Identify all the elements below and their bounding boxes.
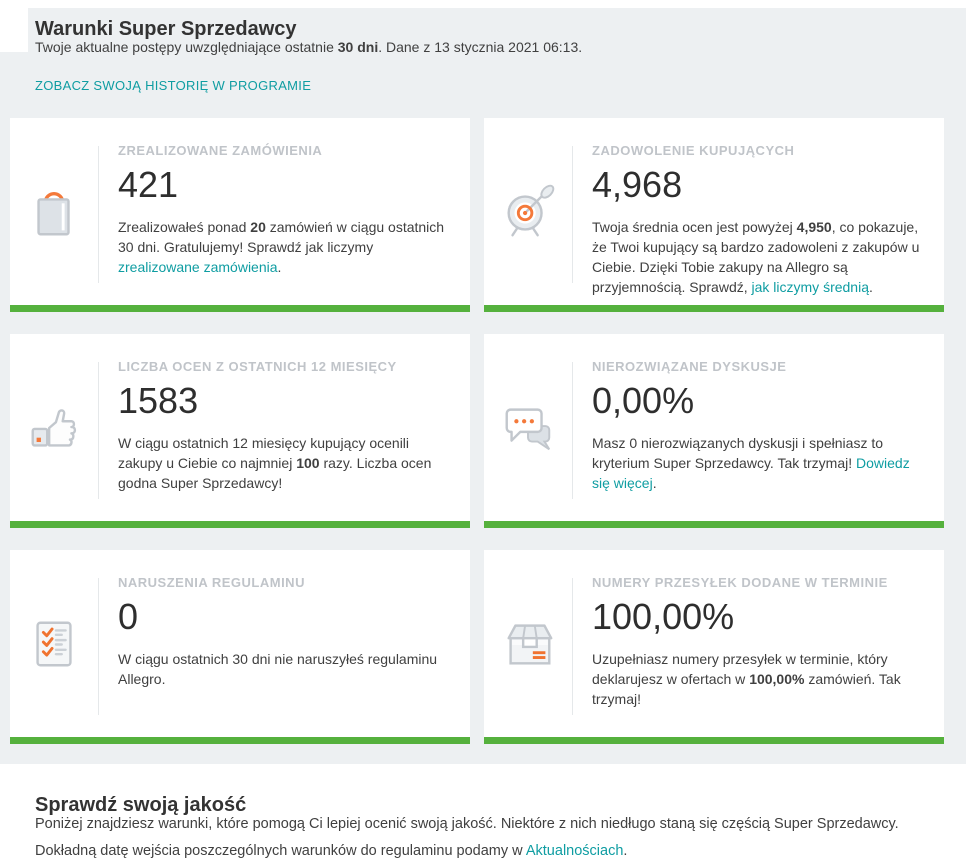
card-text: Twoja średnia ocen jest powyżej 4,950, c…: [592, 218, 920, 295]
page-title: Warunki Super Sprzedawcy: [35, 18, 297, 41]
card-divider: [98, 362, 99, 499]
card-label: LICZBA OCEN Z OSTATNICH 12 MIESIĘCY: [118, 359, 397, 374]
card-numery-przesylek: NUMERY PRZESYŁEK DODANE W TERMINIE 100,0…: [484, 550, 944, 744]
page-subtitle: Twoje aktualne postępy uwzględniające os…: [35, 39, 583, 55]
card-nierozwiazane-dyskusje: NIEROZWIĄZANE DYSKUSJE 0,00% Masz 0 nier…: [484, 334, 944, 528]
card-divider: [572, 362, 573, 499]
chat-bubbles-icon: [484, 334, 572, 521]
card-liczba-ocen: LICZBA OCEN Z OSTATNICH 12 MIESIĘCY 1583…: [10, 334, 470, 528]
card-text: Zrealizowałeś ponad 20 zamówień w ciągu …: [118, 218, 445, 275]
target-icon: [484, 118, 572, 305]
card-label: ZADOWOLENIE KUPUJĄCYCH: [592, 143, 795, 158]
card-value: 0,00%: [592, 380, 695, 421]
quality-section: Sprawdź swoją jakość Poniżej znajdziesz …: [0, 764, 973, 866]
card-divider: [572, 578, 573, 715]
card-label: ZREALIZOWANE ZAMÓWIENIA: [118, 143, 323, 158]
card-divider: [572, 146, 573, 283]
page-corner-spacer: [0, 8, 28, 52]
card-text: Masz 0 nierozwiązanych dyskusji i spełni…: [592, 434, 910, 491]
card-zrealizowane-zamowienia: ZREALIZOWANE ZAMÓWIENIA 421 Zrealizowałe…: [10, 118, 470, 312]
card-text: Uzupełniasz numery przesyłek w terminie,…: [592, 650, 901, 707]
text-link[interactable]: zrealizowane zamówienia: [118, 258, 278, 275]
card-label: NIEROZWIĄZANE DYSKUSJE: [592, 359, 787, 374]
card-value: 100,00%: [592, 596, 735, 637]
card-divider: [98, 146, 99, 283]
card-value: 0: [118, 596, 139, 637]
package-box-icon: [484, 550, 572, 737]
text-link[interactable]: jak liczymy średnią: [751, 278, 869, 295]
thumb-up-icon: [10, 334, 98, 521]
card-label: NARUSZENIA REGULAMINU: [118, 575, 305, 590]
card-naruszenia-regulaminu: NARUSZENIA REGULAMINU 0 W ciągu ostatnic…: [10, 550, 470, 744]
shopping-bag-icon: [10, 118, 98, 305]
quality-section-text: Poniżej znajdziesz warunki, które pomogą…: [35, 816, 899, 859]
card-text: W ciągu ostatnich 30 dni nie naruszyłeś …: [118, 650, 438, 687]
card-value: 1583: [118, 380, 199, 421]
text-link[interactable]: Aktualnościach: [525, 843, 624, 859]
card-text: W ciągu ostatnich 12 miesięcy kupujący o…: [118, 434, 432, 491]
metrics-grid: ZREALIZOWANE ZAMÓWIENIA 421 Zrealizowałe…: [10, 118, 944, 744]
card-divider: [98, 578, 99, 715]
quality-section-title: Sprawdź swoją jakość: [35, 793, 247, 816]
text-link[interactable]: Dowiedz się więcej: [592, 454, 910, 491]
history-link[interactable]: ZOBACZ SWOJĄ HISTORIĘ W PROGRAMIE: [35, 78, 312, 93]
card-zadowolenie-kupujacych: ZADOWOLENIE KUPUJĄCYCH 4,968 Twoja średn…: [484, 118, 944, 312]
card-value: 421: [118, 164, 179, 205]
checklist-icon: [10, 550, 98, 737]
card-value: 4,968: [592, 164, 683, 205]
card-label: NUMERY PRZESYŁEK DODANE W TERMINIE: [592, 575, 888, 590]
